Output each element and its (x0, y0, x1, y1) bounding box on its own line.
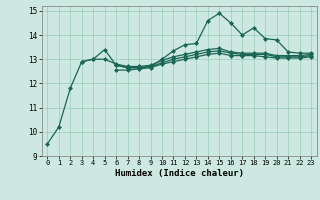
X-axis label: Humidex (Indice chaleur): Humidex (Indice chaleur) (115, 169, 244, 178)
